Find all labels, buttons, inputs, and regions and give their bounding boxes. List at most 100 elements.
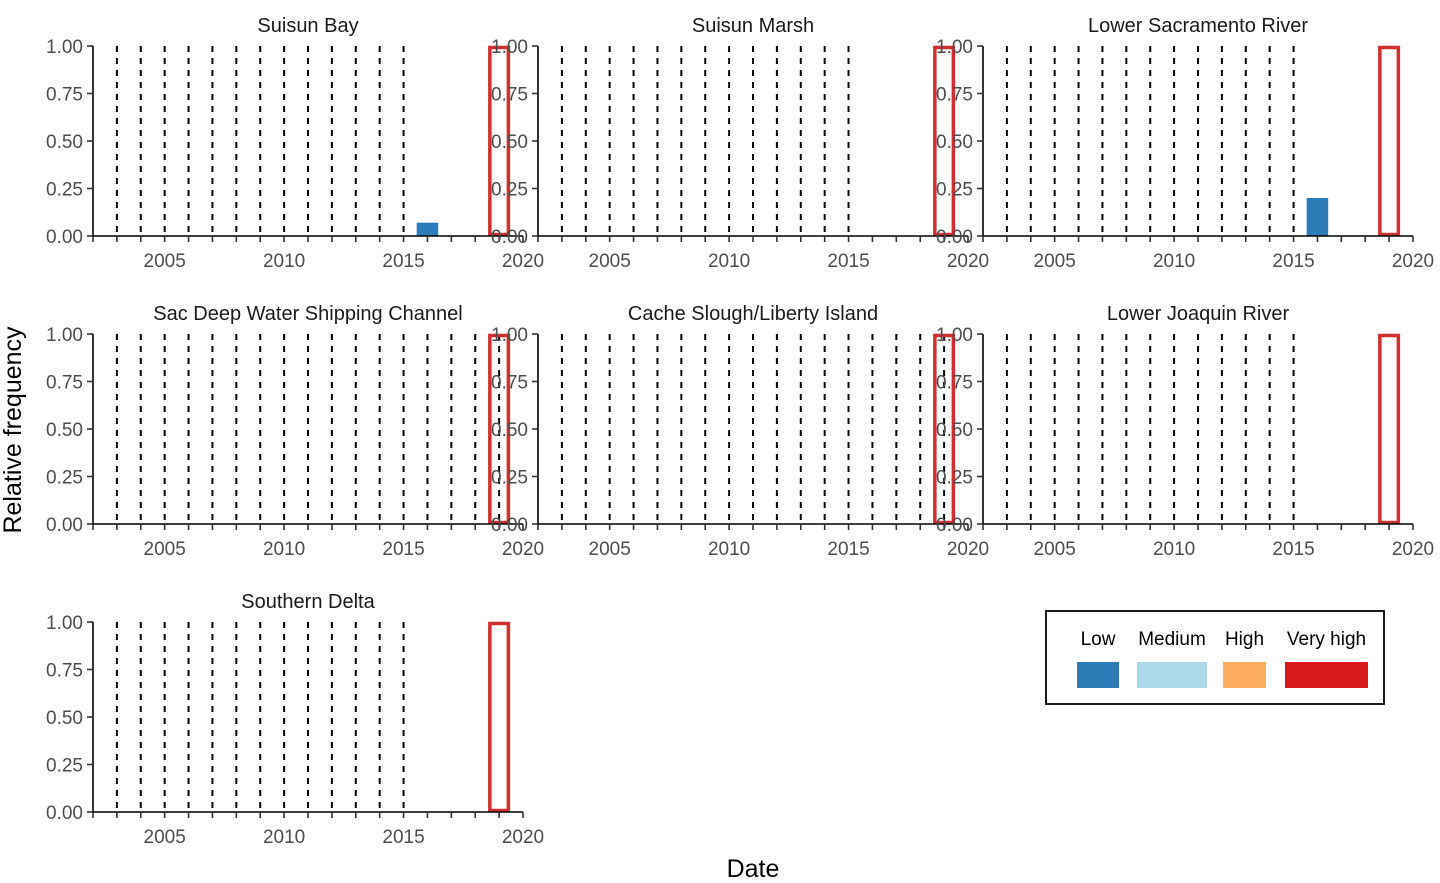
panel-title: Lower Sacramento River: [1088, 15, 1308, 37]
highlight-year-box: [488, 333, 511, 525]
y-tick-label: 0.75: [46, 661, 83, 682]
panel-title: Suisun Marsh: [692, 15, 814, 37]
x-tick-label: 2020: [502, 827, 544, 848]
y-tick-label: 1.00: [46, 37, 83, 58]
x-tick-label: 2020: [947, 539, 989, 560]
highlight-year-box: [488, 621, 511, 813]
y-tick-label: 0.00: [491, 227, 528, 248]
x-tick-label: 2015: [827, 539, 869, 560]
x-tick-label: 2020: [502, 251, 544, 272]
y-tick-label: 0.25: [491, 180, 528, 201]
y-tick-label: 0.50: [491, 132, 528, 153]
highlight-year-box: [1378, 45, 1401, 237]
y-tick-label: 0.75: [936, 85, 973, 106]
highlight-year-box: [933, 45, 956, 237]
legend-item: Medium: [1137, 629, 1207, 688]
panel: Cache Slough/Liberty Island 0.00 0.25 0.50 0…: [491, 303, 989, 560]
x-tick-label: 2015: [382, 539, 424, 560]
x-tick-label: 2010: [263, 251, 305, 272]
legend-swatch: [1285, 662, 1368, 688]
legend-box: [1045, 610, 1385, 705]
y-tick-label: 0.50: [46, 420, 83, 441]
y-tick-label: 0.25: [46, 756, 83, 777]
x-tick-label: 2020: [1392, 251, 1434, 272]
x-tick-label: 2010: [708, 539, 750, 560]
panel-title: Southern Delta: [241, 591, 375, 613]
x-tick-label: 2005: [1034, 539, 1076, 560]
y-tick-label: 1.00: [46, 325, 83, 346]
y-tick-label: 1.00: [491, 37, 528, 58]
y-tick-label: 0.25: [46, 180, 83, 201]
x-tick-label: 2020: [947, 251, 989, 272]
legend-label: Medium: [1138, 629, 1206, 650]
legend-label: High: [1225, 629, 1264, 650]
y-tick-label: 0.50: [936, 132, 973, 153]
panel: Suisun Bay 0.00 0.25 0.50 0.75 1.00 2005 2010 20…: [46, 15, 544, 272]
y-tick-label: 1.00: [936, 37, 973, 58]
y-tick-label: 0.75: [46, 373, 83, 394]
x-tick-label: 2005: [144, 539, 186, 560]
y-axis-title: Relative frequency: [0, 326, 27, 534]
legend-swatch: [1077, 662, 1119, 688]
x-tick-label: 2020: [502, 539, 544, 560]
x-tick-label: 2020: [1392, 539, 1434, 560]
y-tick-label: 0.75: [936, 373, 973, 394]
y-tick-label: 0.00: [46, 515, 83, 536]
legend-swatch: [1223, 662, 1266, 688]
y-tick-label: 0.00: [46, 227, 83, 248]
panel-title: Cache Slough/Liberty Island: [628, 303, 878, 325]
x-tick-label: 2005: [589, 539, 631, 560]
highlight-year-box: [1378, 333, 1401, 525]
x-tick-label: 2015: [382, 251, 424, 272]
legend-item: Low: [1077, 629, 1119, 688]
x-tick-label: 2010: [708, 251, 750, 272]
panel: Sac Deep Water Shipping Channel 0.00 0.25 0…: [46, 303, 544, 560]
x-tick-label: 2015: [1272, 539, 1314, 560]
y-tick-label: 0.00: [936, 227, 973, 248]
x-tick-label: 2010: [1153, 539, 1195, 560]
bar: [416, 222, 439, 236]
bar: [1306, 198, 1329, 236]
legend-item: Very high: [1285, 629, 1368, 688]
highlight-year-box: [933, 333, 956, 525]
y-tick-label: 0.25: [936, 468, 973, 489]
y-tick-label: 0.25: [46, 468, 83, 489]
legend: Low Medium High Very high: [1045, 610, 1385, 705]
legend-label: Low: [1081, 629, 1116, 650]
x-axis-title: Date: [727, 855, 780, 883]
panel-title: Sac Deep Water Shipping Channel: [153, 303, 462, 325]
x-tick-label: 2015: [382, 827, 424, 848]
y-tick-label: 0.00: [46, 803, 83, 824]
y-tick-label: 0.75: [491, 373, 528, 394]
y-tick-label: 1.00: [46, 613, 83, 634]
y-tick-label: 0.00: [491, 515, 528, 536]
x-tick-label: 2005: [144, 251, 186, 272]
legend-item: High: [1223, 629, 1266, 688]
x-tick-label: 2005: [1034, 251, 1076, 272]
y-tick-label: 0.50: [491, 420, 528, 441]
x-tick-label: 2010: [263, 539, 305, 560]
panel-title: Lower Joaquin River: [1107, 303, 1290, 325]
legend-swatch: [1137, 662, 1207, 688]
y-tick-label: 0.75: [46, 85, 83, 106]
y-tick-label: 1.00: [936, 325, 973, 346]
y-tick-label: 0.50: [936, 420, 973, 441]
y-tick-label: 0.50: [46, 708, 83, 729]
panel-title: Suisun Bay: [257, 15, 358, 37]
y-tick-label: 0.25: [936, 180, 973, 201]
x-tick-label: 2005: [589, 251, 631, 272]
panel: Lower Sacramento River 0.00 0.25 0.50 0.75 1.…: [936, 15, 1434, 272]
x-tick-label: 2010: [263, 827, 305, 848]
x-tick-label: 2010: [1153, 251, 1195, 272]
x-tick-label: 2015: [827, 251, 869, 272]
y-tick-label: 0.25: [491, 468, 528, 489]
x-tick-label: 2015: [1272, 251, 1314, 272]
panel: Lower Joaquin River 0.00 0.25 0.50 0.75 1.00 2…: [936, 303, 1434, 560]
panel: Southern Delta 0.00 0.25 0.50 0.75 1.00 2005 20…: [46, 591, 544, 848]
y-tick-label: 1.00: [491, 325, 528, 346]
panel-grid: Suisun Bay 0.00 0.25 0.50 0.75 1.00 2005 2010 20…: [46, 15, 1434, 848]
legend-label: Very high: [1287, 629, 1366, 650]
panel: Suisun Marsh 0.00 0.25 0.50 0.75 1.00 2005 2010…: [491, 15, 989, 272]
x-tick-label: 2005: [144, 827, 186, 848]
